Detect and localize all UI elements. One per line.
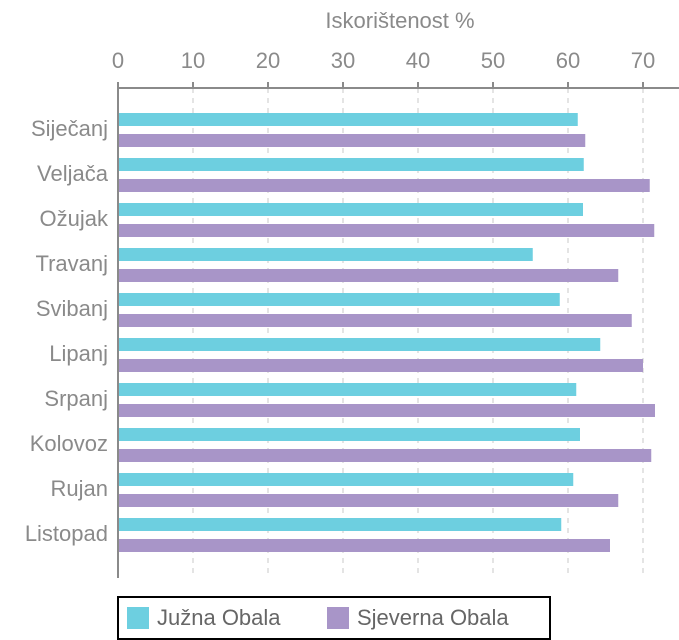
legend-label: Sjeverna Obala [357,605,509,630]
y-tick-label: Lipanj [49,341,108,366]
bar [118,383,577,396]
y-tick-label: Rujan [51,476,108,501]
legend-label: Južna Obala [157,605,281,630]
x-tick-label: 60 [556,48,580,73]
bar [118,113,578,126]
legend-swatch [127,607,149,629]
bar [118,134,586,147]
x-tick-label: 20 [256,48,280,73]
bar [118,518,562,531]
y-tick-label: Travanj [35,251,108,276]
x-tick-label: 70 [631,48,655,73]
y-tick-label: Siječanj [31,116,108,141]
y-tick-label: Ožujak [40,206,109,231]
x-tick-label: 40 [406,48,430,73]
bar [118,224,655,237]
x-tick-label: 10 [181,48,205,73]
y-tick-label: Svibanj [36,296,108,321]
bar [118,359,643,372]
bar [118,203,583,216]
bar [118,293,560,306]
y-tick-label: Listopad [25,521,108,546]
y-tick-label: Srpanj [44,386,108,411]
bar [118,449,652,462]
legend-box [117,596,551,640]
bar [118,179,650,192]
bar [118,473,574,486]
y-tick-label: Veljača [37,161,109,186]
bar [118,158,584,171]
legend-swatch [327,607,349,629]
axis-title: Iskorištenost % [325,8,474,33]
bar [118,428,580,441]
bar [118,314,632,327]
x-tick-label: 30 [331,48,355,73]
bar [118,338,601,351]
y-tick-label: Kolovoz [30,431,108,456]
bar [118,539,610,552]
bar [118,269,619,282]
bar [118,494,619,507]
bar [118,404,655,417]
bar [118,248,533,261]
x-tick-label: 50 [481,48,505,73]
x-tick-label: 0 [112,48,124,73]
